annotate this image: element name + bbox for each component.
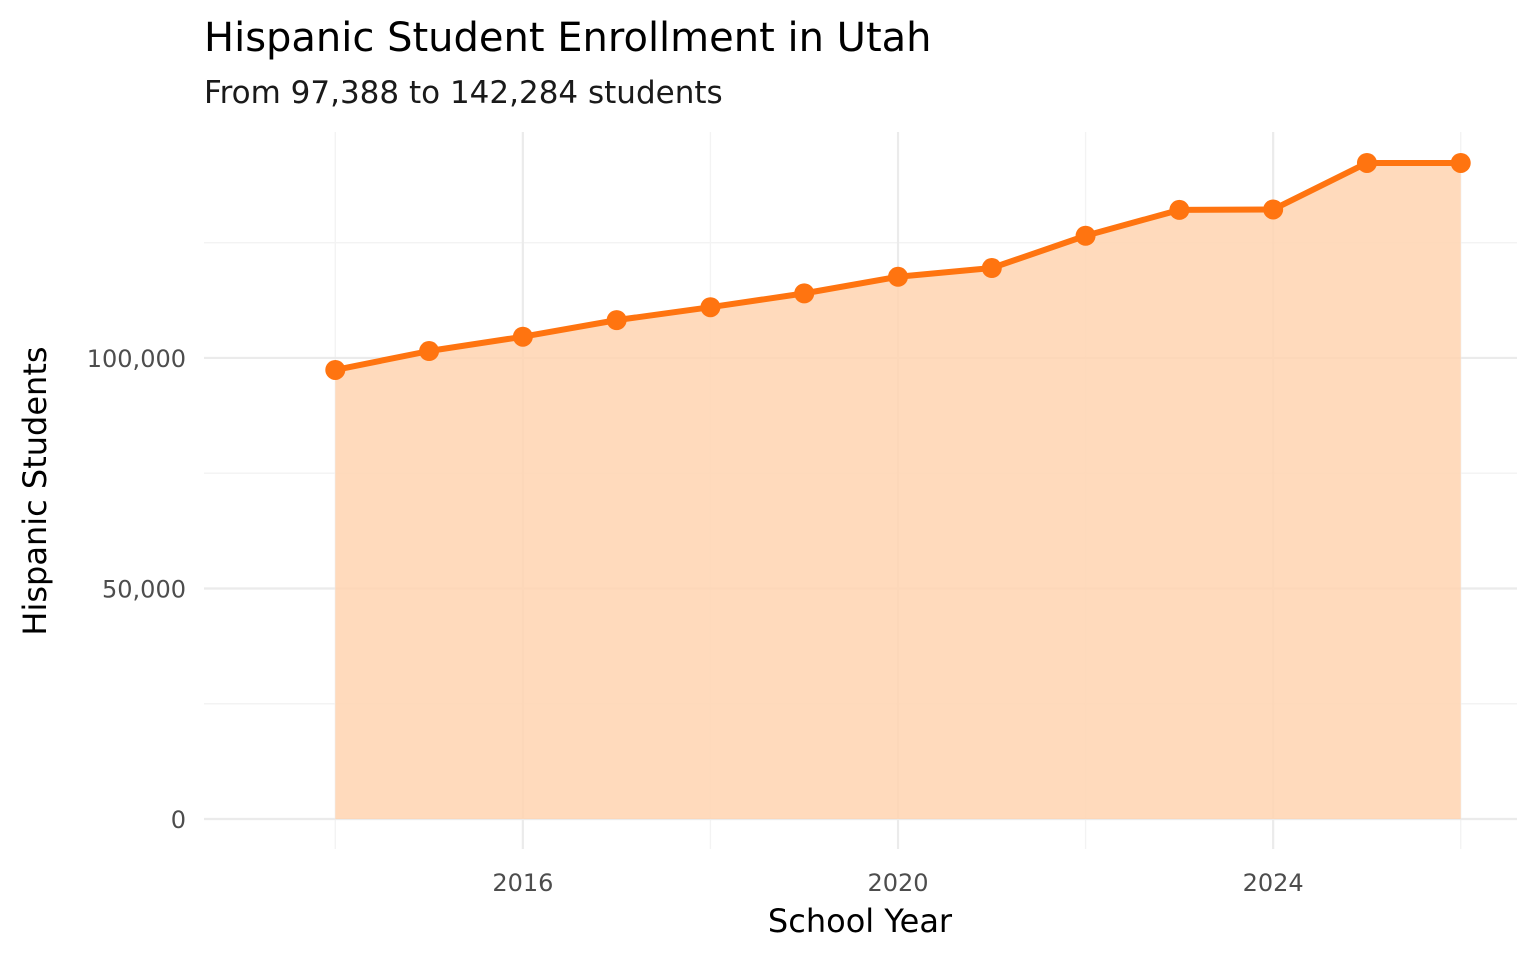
y-axis-title: Hispanic Students	[16, 346, 54, 635]
data-point-2020	[888, 266, 909, 287]
data-point-2018	[700, 297, 721, 318]
data-point-2017	[606, 310, 627, 331]
data-point-2019	[794, 283, 815, 304]
data-point-2026	[1450, 152, 1471, 173]
data-point-2021	[981, 258, 1002, 279]
y-axis-ticks: 0 50,000 100,000	[87, 345, 186, 834]
chart-title: Hispanic Student Enrollment in Utah	[204, 15, 932, 61]
chart-subtitle: From 97,388 to 142,284 students	[204, 75, 723, 111]
data-points	[325, 152, 1471, 380]
x-axis-title: School Year	[768, 902, 953, 940]
y-tick-label: 100,000	[87, 345, 186, 373]
y-tick-label: 50,000	[102, 575, 186, 603]
data-point-2024	[1263, 199, 1284, 220]
data-point-2022	[1075, 225, 1096, 246]
x-tick-label: 2016	[492, 869, 553, 897]
data-point-2016	[512, 326, 533, 347]
data-point-2025	[1356, 152, 1377, 173]
data-point-2014	[325, 359, 346, 380]
data-point-2015	[419, 341, 440, 362]
data-point-2023	[1169, 199, 1190, 220]
y-tick-label: 0	[171, 806, 186, 834]
x-axis-ticks: 2016 2020 2024	[492, 869, 1303, 897]
x-tick-label: 2020	[867, 869, 928, 897]
x-tick-label: 2024	[1243, 869, 1304, 897]
